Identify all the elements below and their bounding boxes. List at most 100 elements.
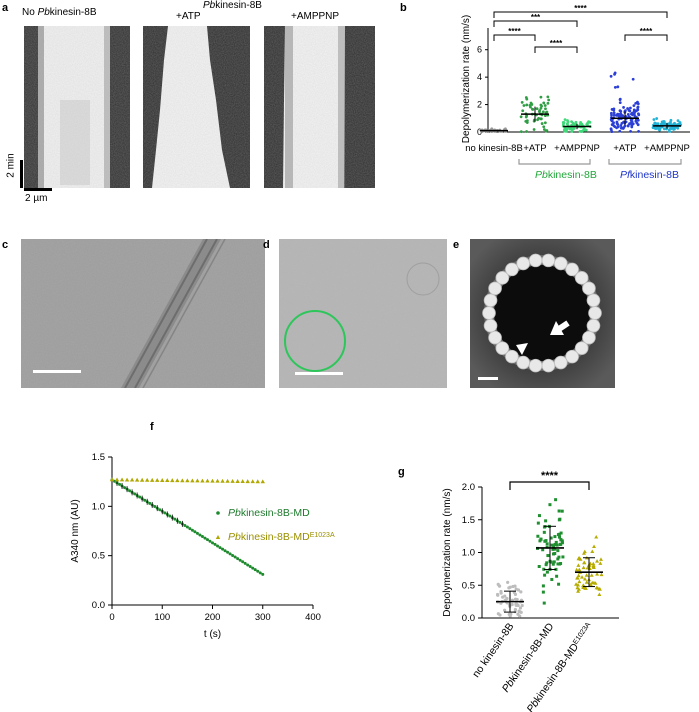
data-point-g (560, 509, 564, 513)
significance-label-b: **** (640, 27, 653, 36)
data-point-f (243, 561, 247, 565)
data-point-b (542, 101, 546, 105)
data-point-b (538, 110, 541, 114)
data-point-b (532, 128, 536, 131)
data-point-g (557, 532, 561, 536)
data-point-b (571, 121, 575, 125)
data-point-g (495, 592, 500, 597)
kymograph-3-label: +AMPPNP (291, 11, 340, 22)
data-point-f (251, 566, 255, 570)
data-point-f (119, 477, 125, 482)
data-point-g (556, 557, 560, 561)
category-label-g: Pbkinesin-8B-MDE1023A (524, 621, 595, 712)
data-point-b (626, 112, 630, 116)
data-point-g (503, 608, 507, 612)
data-point-g (549, 560, 553, 564)
panel-label-e: e (453, 239, 460, 251)
y-tick-label-g: 1.5 (462, 515, 475, 526)
cryo-em-micrograph-d (279, 239, 447, 388)
data-point-b (611, 122, 615, 126)
data-point-b (628, 109, 632, 113)
data-point-f (226, 550, 230, 554)
x-tick-label-f: 0 (109, 612, 114, 623)
data-point-b (636, 108, 640, 112)
data-point-g (553, 547, 557, 551)
data-point-f (175, 478, 180, 483)
depolymerization-chart-g: 0.0 0.5 1.0 1.5 2.0 Depolymerization rate (nm… (442, 470, 619, 712)
group-bracket-pb (518, 159, 591, 165)
data-point-b (544, 107, 547, 111)
data-point-b (652, 118, 656, 121)
data-point-b (612, 113, 616, 117)
y-tick-label-f: 1.0 (92, 501, 105, 512)
data-point-g (552, 560, 556, 564)
data-point-b (537, 116, 541, 120)
data-point-b (626, 107, 629, 110)
data-point-g (499, 589, 503, 594)
data-point-f (231, 553, 235, 557)
data-point-g (550, 543, 554, 547)
data-point-b (490, 127, 494, 131)
significance-bracket-g (509, 481, 590, 490)
data-point-f (178, 520, 182, 524)
data-point-b (580, 122, 584, 126)
significance-label-b: **** (550, 39, 563, 48)
data-point-f (150, 477, 155, 482)
category-label-b: +AMPPNP (554, 143, 600, 154)
y-tick-label-g: 0.0 (462, 613, 475, 624)
data-point-f (240, 479, 245, 484)
data-point-b (568, 127, 572, 131)
data-point-b (544, 129, 548, 133)
depolymerization-chart-b: 0 2 4 6 Depolymerization rate (nm/s)no kines… (461, 4, 690, 181)
data-point-g (590, 549, 595, 553)
data-point-g (594, 585, 599, 590)
data-point-f (170, 478, 175, 483)
data-point-g (577, 567, 582, 572)
tubulin-subunit (495, 341, 510, 355)
tubulin-subunit (516, 355, 531, 370)
data-point-b (539, 117, 543, 121)
data-point-g (599, 572, 604, 577)
data-point-f (114, 477, 120, 482)
data-point-g (515, 597, 519, 602)
data-point-b (525, 97, 529, 101)
data-point-b (612, 107, 616, 111)
data-point-b (525, 119, 529, 123)
panel-label-c: c (2, 239, 9, 251)
data-point-g (555, 574, 559, 578)
data-point-f (200, 535, 204, 539)
time-scale-label: 2 min (5, 153, 17, 178)
data-point-b (637, 130, 640, 133)
data-point-g (508, 614, 512, 618)
data-point-g (556, 549, 560, 553)
data-point-b (587, 120, 591, 124)
data-point-g (559, 531, 563, 535)
data-point-g (581, 565, 586, 570)
scale-bar-d (295, 372, 343, 375)
kymograph-3 (264, 26, 375, 188)
significance-label-b: **** (574, 4, 587, 13)
data-point-g (545, 561, 549, 565)
y-tick-label-g: 0.5 (462, 580, 475, 591)
data-point-g (514, 587, 518, 591)
data-point-g (542, 567, 546, 571)
data-point-f (195, 531, 199, 535)
data-point-g (545, 542, 549, 546)
tubulin-subunit (586, 293, 601, 308)
y-tick-label-b: 0 (477, 127, 482, 137)
data-point-g (555, 543, 559, 547)
scale-bar-c (33, 370, 81, 373)
data-point-f (188, 527, 192, 531)
data-point-g (560, 541, 564, 545)
panel-label-d: d (263, 239, 270, 251)
highlight-circle (284, 310, 346, 372)
data-point-g (551, 547, 555, 551)
x-axis-title-f: t (s) (204, 629, 221, 640)
data-point-b (662, 127, 666, 131)
data-point-g (576, 587, 581, 591)
kymo1-suffix: kinesin-8B (49, 7, 97, 18)
arrowhead-marker (516, 343, 528, 355)
data-point-f (158, 508, 162, 512)
data-point-f (200, 478, 205, 483)
data-point-g (597, 587, 602, 591)
